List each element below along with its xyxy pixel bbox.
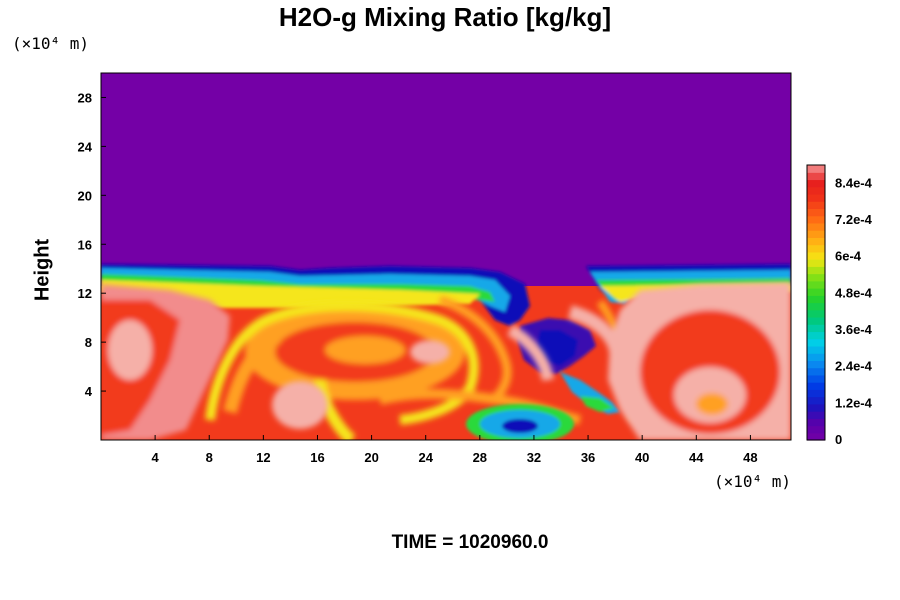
colorbar-band bbox=[807, 259, 825, 267]
colorbar-band bbox=[807, 396, 825, 405]
heatmap-field bbox=[101, 73, 791, 440]
y-tick-label: 28 bbox=[78, 90, 92, 105]
colorbar-tick-label: 0 bbox=[835, 432, 842, 447]
colorbar-band bbox=[807, 295, 825, 304]
colorbar-band bbox=[807, 186, 825, 195]
y-tick-label: 12 bbox=[78, 286, 92, 301]
x-tick-label: 44 bbox=[689, 450, 704, 465]
y-tick-label: 4 bbox=[85, 384, 93, 399]
y-tick-label: 24 bbox=[78, 139, 93, 154]
colorbar-band bbox=[807, 193, 825, 202]
x-axis-units: (×10⁴ m) bbox=[714, 472, 792, 491]
x-tick-label: 48 bbox=[743, 450, 757, 465]
colorbar-band bbox=[807, 215, 825, 224]
colorbar-band bbox=[807, 425, 825, 434]
colorbar-tick-label: 7.2e-4 bbox=[835, 212, 873, 227]
y-tick-label: 16 bbox=[78, 237, 92, 252]
time-value: 1020960.0 bbox=[458, 532, 549, 553]
y-axis-units: (×10⁴ m) bbox=[12, 34, 90, 53]
colorbar-tick-label: 1.2e-4 bbox=[835, 395, 873, 410]
colorbar-band bbox=[807, 165, 825, 173]
x-tick-label: 4 bbox=[152, 450, 160, 465]
x-tick-label: 32 bbox=[527, 450, 541, 465]
colorbar-band bbox=[807, 324, 825, 333]
colorbar-band bbox=[807, 418, 825, 427]
colorbar-band bbox=[807, 432, 825, 441]
colorbar-band bbox=[807, 222, 825, 231]
colorbar-tick-label: 6e-4 bbox=[835, 249, 862, 264]
colorbar-band bbox=[807, 172, 825, 181]
colorbar-band bbox=[807, 280, 825, 289]
colorbar-band bbox=[807, 201, 825, 210]
colorbar-frame bbox=[806, 164, 826, 441]
high-moisture-regions bbox=[101, 282, 791, 440]
x-tick-label: 24 bbox=[418, 450, 433, 465]
x-tick-label: 28 bbox=[473, 450, 487, 465]
colorbar-band bbox=[807, 179, 825, 188]
colorbar-band bbox=[807, 273, 825, 282]
x-tick-label: 16 bbox=[310, 450, 324, 465]
colorbar-band bbox=[807, 374, 825, 383]
colorbar-band bbox=[807, 331, 825, 340]
colorbar-band bbox=[807, 230, 825, 238]
x-tick-label: 20 bbox=[364, 450, 378, 465]
swirl-structures bbox=[205, 295, 641, 440]
low-level-eddy bbox=[466, 404, 574, 440]
colorbar-tick-label: 8.4e-4 bbox=[835, 175, 873, 190]
chart-title: H2O-g Mixing Ratio [kg/kg] bbox=[278, 2, 612, 32]
colorbar-band bbox=[807, 360, 825, 369]
x-tick-label: 36 bbox=[581, 450, 595, 465]
colorbar-band bbox=[807, 389, 825, 398]
colorbar-band bbox=[807, 288, 825, 296]
colorbar-band bbox=[807, 411, 825, 419]
y-tick-label: 8 bbox=[85, 335, 92, 350]
colorbar-band bbox=[807, 244, 825, 253]
colorbar-band bbox=[807, 382, 825, 390]
colorbar: 0 1.2e-4 2.4e-4 3.6e-4 4.8e-4 6e-4 7.2e-4 8.4e-… bbox=[806, 164, 873, 447]
x-tick-label: 12 bbox=[256, 450, 270, 465]
x-axis-ticks: 4 8 12 16 20 24 28 32 36 40 44 48 bbox=[152, 435, 758, 465]
colorbar-band bbox=[807, 403, 825, 412]
colorbar-band bbox=[807, 353, 825, 361]
colorbar-band bbox=[807, 309, 825, 318]
colorbar-band bbox=[807, 266, 825, 275]
colorbar-band bbox=[807, 367, 825, 376]
time-readout: TIME = 1020960.0 bbox=[0, 532, 900, 554]
time-label: TIME = bbox=[391, 532, 454, 553]
colorbar-tick-label: 2.4e-4 bbox=[835, 359, 873, 374]
colorbar-band bbox=[807, 345, 825, 354]
plot-frame bbox=[100, 72, 792, 441]
colorbar-band bbox=[807, 208, 825, 217]
colorbar-band bbox=[807, 302, 825, 311]
colorbar-band bbox=[807, 316, 825, 325]
y-tick-label: 20 bbox=[78, 188, 92, 203]
x-tick-label: 40 bbox=[635, 450, 649, 465]
colorbar-tick-label: 4.8e-4 bbox=[835, 285, 873, 300]
colorbar-band bbox=[807, 338, 825, 347]
colorbar-tick-label: 3.6e-4 bbox=[835, 322, 873, 337]
x-tick-label: 8 bbox=[206, 450, 213, 465]
colorbar-band bbox=[807, 251, 825, 260]
colorbar-band bbox=[807, 237, 825, 246]
y-axis-ticks: 4 8 12 16 20 24 28 bbox=[78, 90, 106, 399]
